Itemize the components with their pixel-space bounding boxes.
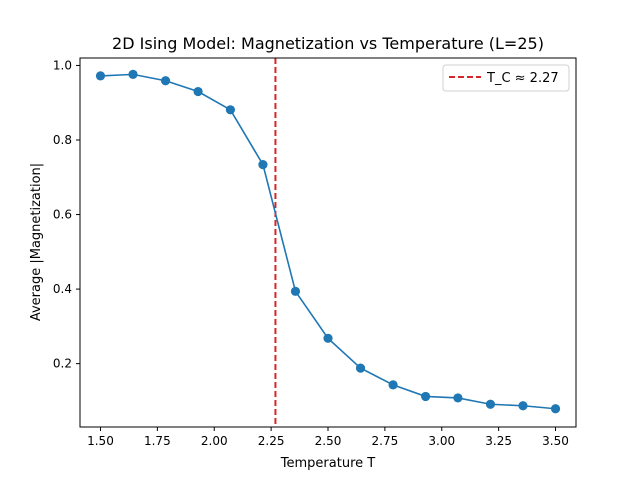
data-point <box>290 286 301 296</box>
data-point <box>388 380 398 390</box>
x-tick-label: 3.50 <box>542 434 569 448</box>
x-tick-label: 3.00 <box>428 434 455 448</box>
data-point <box>421 391 431 402</box>
plot-area <box>95 58 561 427</box>
chart-title: 2D Ising Model: Magnetization vs Tempera… <box>112 34 544 53</box>
data-point <box>485 399 496 409</box>
series-line <box>100 73 556 410</box>
x-tick-label: 1.75 <box>144 434 171 448</box>
legend: T_C ≈ 2.27 <box>442 64 570 92</box>
x-tick-label: 3.25 <box>485 434 512 448</box>
data-point <box>128 69 138 79</box>
data-point <box>355 363 366 373</box>
legend-box <box>442 64 570 92</box>
data-point <box>323 333 333 343</box>
y-tick-label: 0.8 <box>53 133 72 147</box>
data-point <box>258 160 268 170</box>
y-axis-label: Average |Magnetization| <box>29 163 44 321</box>
x-tick-label: 2.75 <box>372 434 399 448</box>
data-point <box>193 86 203 97</box>
data-point <box>453 393 463 403</box>
data-point <box>518 401 528 411</box>
y-tick-label: 0.6 <box>53 208 72 222</box>
y-tick-label: 0.2 <box>53 357 72 371</box>
x-tick-label: 2.00 <box>201 434 228 448</box>
legend-label-tc: T_C ≈ 2.27 <box>486 71 559 86</box>
x-tick-label: 1.50 <box>87 434 114 448</box>
x-tick-label: 2.25 <box>258 434 285 448</box>
y-tick-label: 0.4 <box>53 282 72 296</box>
x-tick-label: 2.50 <box>315 434 342 448</box>
data-point <box>160 76 171 86</box>
x-axis-label: Temperature T <box>280 456 375 471</box>
plot-frame <box>79 57 577 428</box>
y-tick-label: 1.0 <box>53 58 72 72</box>
data-point <box>95 71 106 81</box>
data-point <box>225 105 235 115</box>
data-point <box>550 404 561 414</box>
